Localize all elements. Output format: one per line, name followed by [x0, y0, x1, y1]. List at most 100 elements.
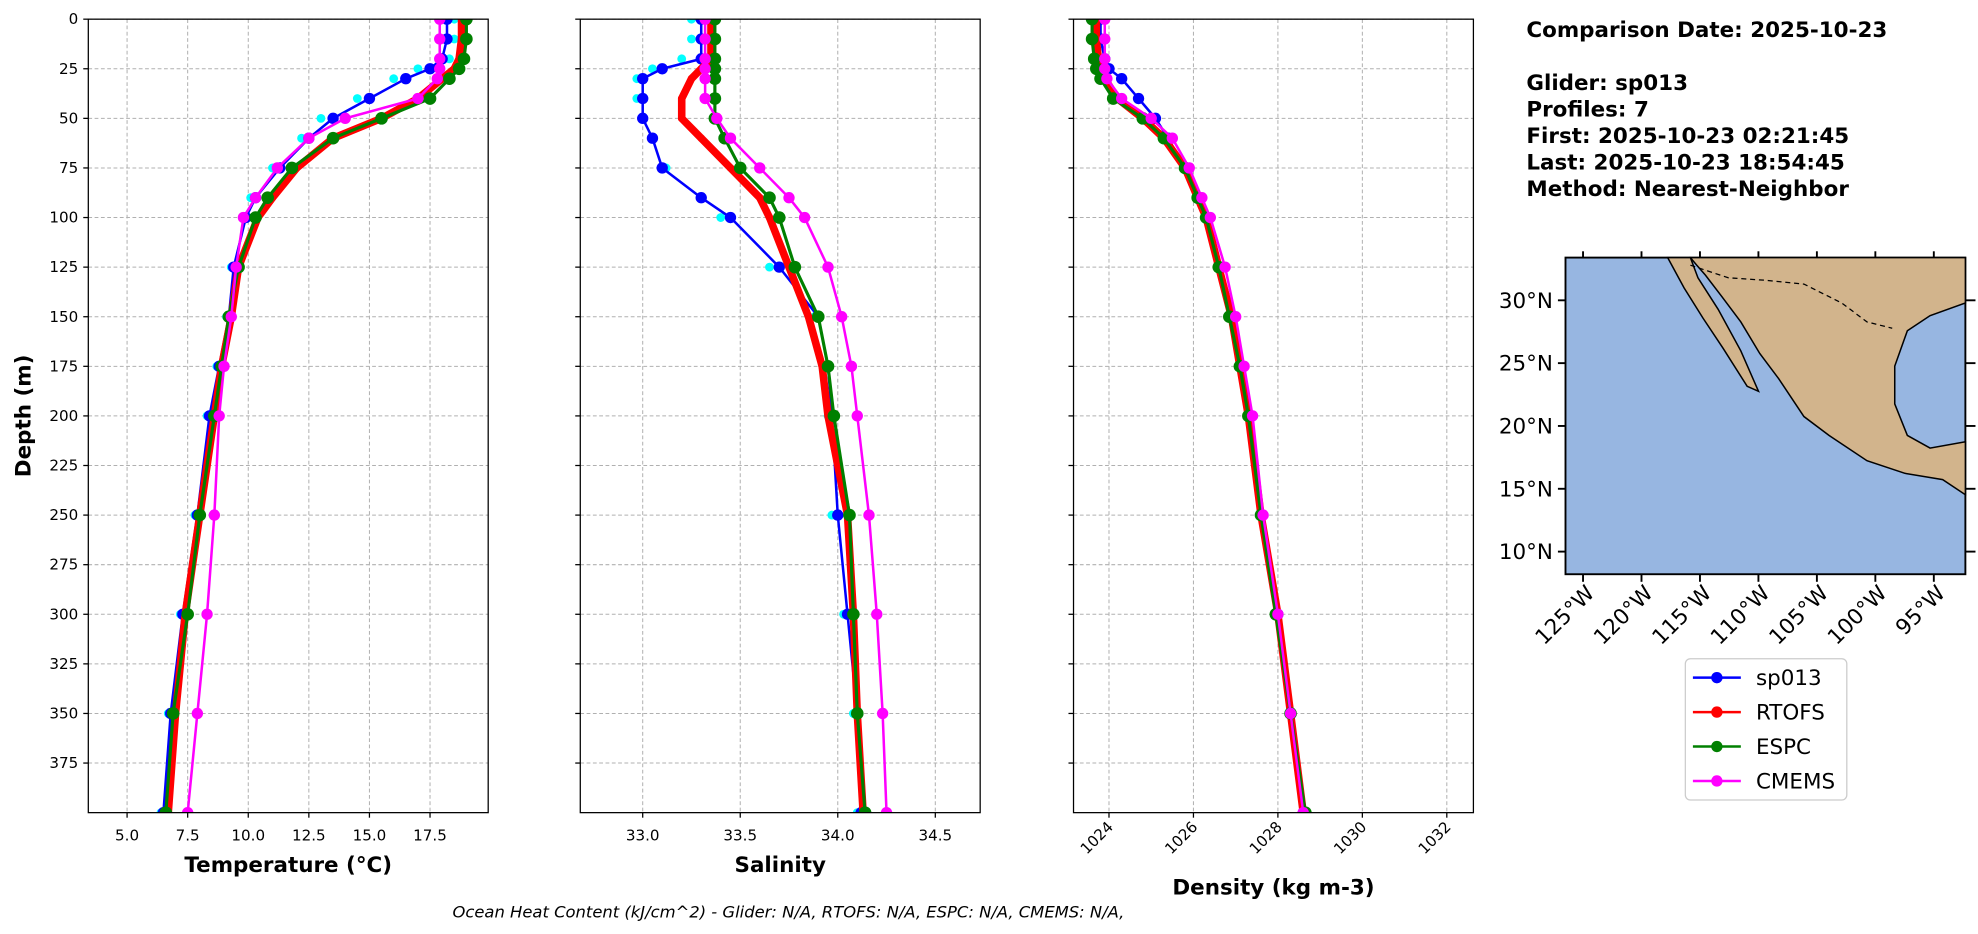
marker	[699, 53, 711, 65]
marker	[646, 132, 659, 144]
marker	[1115, 92, 1128, 105]
marker	[677, 54, 687, 64]
marker	[434, 33, 446, 45]
marker	[708, 62, 722, 76]
land	[1688, 256, 1967, 497]
series-group	[1085, 19, 1312, 813]
marker	[1090, 62, 1103, 76]
x-tick-label: 95°W	[1891, 581, 1951, 641]
marker	[765, 213, 774, 222]
marker	[237, 211, 250, 224]
marker	[845, 360, 858, 372]
marker	[699, 33, 711, 45]
x-tick-label: 100°W	[1823, 581, 1892, 650]
panel: 1024 1026 1028 1030 1032 Density (kg m-3)	[1068, 18, 1475, 901]
marker	[637, 92, 649, 105]
marker	[847, 607, 860, 621]
marker	[699, 92, 711, 105]
y-tick-label: 50	[59, 109, 78, 127]
marker	[637, 73, 649, 85]
y-tick-label: 75	[59, 159, 78, 177]
info-line: First: 2025-10-23 02:21:45	[1526, 124, 1849, 149]
x-tick-label: 10.0	[231, 826, 265, 844]
marker	[724, 211, 737, 224]
x-axis-label: Density (kg m-3)	[1172, 876, 1374, 901]
marker	[821, 360, 835, 373]
marker	[1087, 52, 1101, 66]
x-tick-label: 12.5	[292, 826, 326, 844]
marker	[1101, 73, 1113, 85]
marker	[708, 72, 722, 85]
marker	[1229, 311, 1242, 323]
x-tick-label: 105°W	[1765, 581, 1834, 650]
marker	[434, 19, 446, 25]
marker	[880, 806, 893, 813]
marker	[1099, 19, 1111, 25]
y-tick-label: 20°N	[1499, 415, 1553, 440]
marker	[708, 92, 722, 105]
y-tick-label: 125	[49, 258, 78, 276]
marker	[191, 707, 204, 720]
marker	[822, 261, 834, 273]
marker	[352, 94, 362, 103]
marker	[788, 260, 802, 274]
y-tick-label: 10°N	[1499, 540, 1553, 565]
x-tick-label: 110°W	[1706, 581, 1775, 650]
y-tick-label: 325	[49, 655, 78, 673]
marker	[708, 19, 722, 26]
marker	[230, 261, 242, 273]
marker	[201, 608, 213, 620]
marker	[1183, 162, 1195, 174]
marker	[804, 312, 813, 321]
marker	[699, 73, 711, 85]
x-tick-label: 15.0	[353, 826, 387, 844]
marker	[166, 707, 180, 720]
series-group	[632, 19, 893, 813]
y-tick-label: 25	[59, 60, 78, 78]
marker	[755, 193, 764, 202]
panel: 5.0 7.5 10.0 12.5 15.0 17.5 0 25 50 75 100 125 150 17…	[11, 10, 489, 878]
marker	[1257, 509, 1269, 521]
marker	[1219, 261, 1231, 273]
marker	[708, 52, 722, 66]
marker	[249, 211, 262, 224]
marker	[218, 360, 230, 372]
marker	[181, 607, 194, 621]
x-tick-label: 34.5	[918, 826, 952, 844]
y-tick-label: 175	[49, 357, 78, 375]
marker	[1284, 707, 1297, 720]
marker	[431, 73, 443, 85]
marker	[648, 64, 657, 74]
legend-box	[1684, 658, 1848, 801]
y-tick-label: 25°N	[1499, 352, 1553, 377]
marker	[1115, 73, 1128, 85]
y-tick-label: 225	[49, 457, 78, 475]
marker	[423, 92, 437, 105]
x-axis-label: Salinity	[735, 853, 826, 878]
series-line	[1103, 19, 1305, 813]
marker	[850, 707, 864, 720]
marker	[726, 164, 735, 172]
marker	[1166, 132, 1179, 144]
footer: Ocean Heat Content (kJ/cm^2) - Glider: N…	[452, 902, 1124, 921]
y-tick-label: 300	[49, 605, 78, 623]
border	[1690, 264, 1893, 329]
legend-marker	[1711, 671, 1723, 684]
x-tick-label: 1026	[1161, 818, 1201, 858]
marker	[1272, 608, 1284, 620]
marker	[412, 92, 424, 105]
marker	[835, 311, 848, 323]
legend: sp013 RTOFS ESPC CMEMS	[1684, 658, 1848, 801]
marker	[193, 508, 207, 522]
panel: 33.0 33.5 34.0 34.5 Salinity	[575, 18, 981, 878]
y-tick-label: 250	[49, 506, 78, 524]
marker	[1099, 53, 1111, 65]
marker	[699, 63, 711, 75]
x-tick-label: 125°W	[1531, 581, 1600, 650]
marker	[656, 63, 668, 75]
marker	[159, 806, 173, 813]
marker	[249, 192, 262, 204]
info-block: Comparison Date: 2025-10-23 Glider: sp01…	[1526, 18, 1887, 202]
